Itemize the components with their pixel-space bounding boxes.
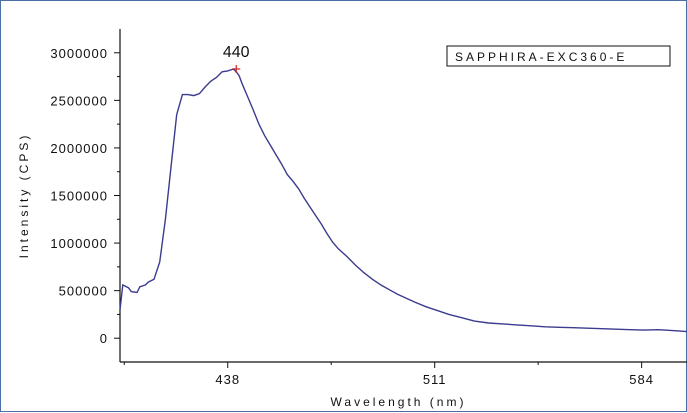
legend: SAPPHIRA-EXC360-E: [446, 45, 671, 67]
y-tick-label: 2500000: [50, 93, 108, 108]
y-tick-label: 1500000: [50, 189, 108, 204]
x-ticks: 438 511 584: [123, 362, 654, 387]
y-tick-label: 500000: [59, 284, 108, 299]
y-tick-label: 3000000: [50, 46, 108, 61]
peak-label: 440: [223, 44, 250, 61]
series-line: [119, 68, 687, 333]
y-ticks: 0 500000 1000000 1500000 2000000 2500000 30000…: [50, 46, 120, 346]
x-axis-title: Wavelength (nm): [331, 395, 467, 409]
peak-annotation: 440: [223, 44, 250, 73]
legend-box: [446, 45, 671, 67]
y-tick-label: 1000000: [50, 236, 108, 251]
y-tick-label: 0: [100, 331, 108, 346]
x-tick-label: 584: [629, 372, 654, 387]
y-tick-label: 2000000: [50, 141, 108, 156]
x-tick-label: 438: [215, 372, 240, 387]
x-tick-label: 511: [423, 372, 447, 387]
legend-label: SAPPHIRA-EXC360-E: [455, 50, 627, 64]
y-axis-title: Intensity (CPS): [17, 133, 31, 259]
